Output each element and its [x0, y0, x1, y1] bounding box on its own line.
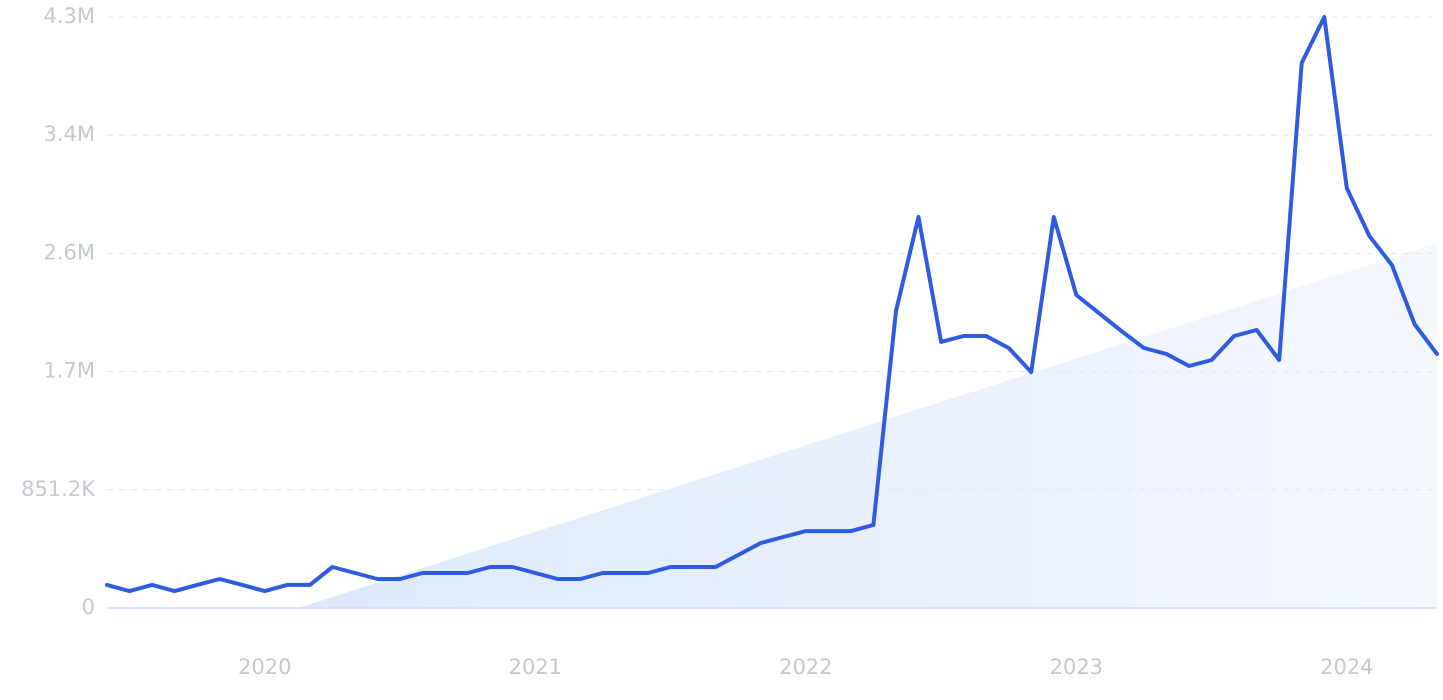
x-tick-label: 2022 — [779, 655, 832, 679]
trend-area — [298, 243, 1437, 608]
y-tick-label: 1.7M — [43, 359, 95, 383]
x-tick-label: 2023 — [1050, 655, 1103, 679]
y-tick-label: 2.6M — [43, 240, 95, 264]
x-tick-label: 2024 — [1320, 655, 1373, 679]
y-tick-label: 3.4M — [43, 122, 95, 146]
series-line — [105, 15, 1439, 594]
x-tick-label: 2020 — [238, 655, 291, 679]
x-tick-label: 2021 — [509, 655, 562, 679]
y-tick-label: 4.3M — [43, 4, 95, 28]
y-tick-label: 851.2K — [21, 477, 96, 501]
y-tick-label: 0 — [82, 595, 95, 619]
